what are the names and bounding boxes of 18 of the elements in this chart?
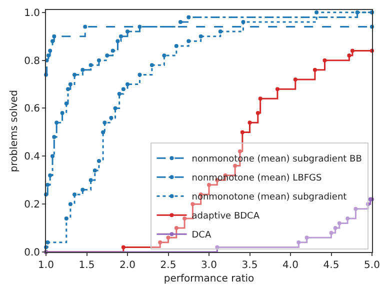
x-tick-label: 3.0 [201,260,217,271]
x-tick-label: 2.0 [120,260,136,271]
x-axis-title: performance ratio [164,274,254,284]
y-tick-label: 0.2 [24,200,40,211]
x-tick-label: 4.0 [282,260,298,271]
x-tick-label: 1.0 [38,260,54,271]
x-tick-label: 3.5 [242,260,258,271]
x-tick-label: 2.5 [160,260,176,271]
y-tick-label: 0.4 [24,152,40,163]
y-tick-label: 0.0 [24,248,40,258]
x-tick-label: 4.5 [323,260,340,271]
y-axis-title: problems solved [9,90,20,172]
y-tick-label: 0.8 [24,56,40,67]
x-tick-label: 5.0 [364,260,380,271]
x-tick-label: 1.5 [78,260,95,271]
legend-label: DCA [192,230,212,241]
y-tick-label: 1.0 [24,8,40,19]
y-tick-label: 0.6 [24,104,40,115]
